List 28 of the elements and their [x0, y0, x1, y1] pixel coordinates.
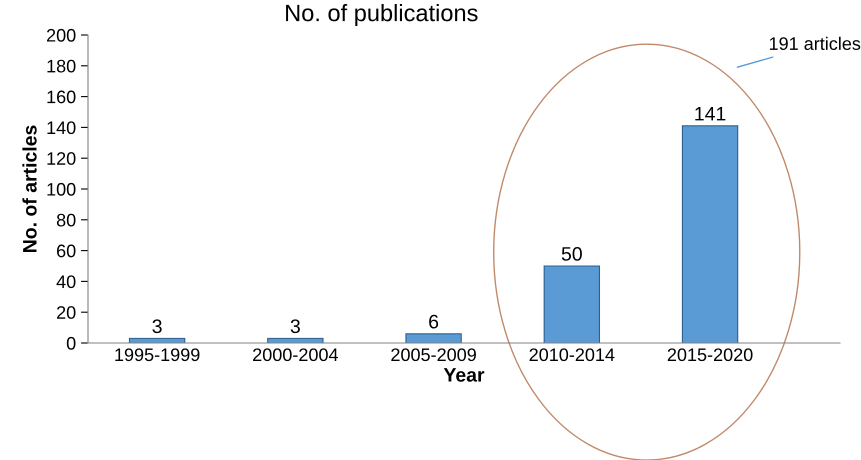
y-tick-label: 0 — [66, 336, 76, 350]
data-label: 6 — [429, 314, 438, 329]
y-tick-label: 20 — [57, 306, 76, 319]
x-tick-label: 2015-2020 — [668, 348, 753, 362]
data-label: 141 — [695, 107, 726, 120]
x-tick-label: 1995-1999 — [115, 348, 200, 362]
x-axis-title: Year — [444, 368, 484, 382]
y-axis-title: No. of articles — [22, 126, 37, 252]
chart-title: No. of publications — [286, 4, 478, 26]
bar — [405, 333, 462, 343]
data-label: 3 — [290, 319, 300, 334]
y-tick-label: 120 — [47, 152, 76, 165]
y-tick-label: 80 — [56, 214, 76, 227]
bar — [544, 265, 600, 343]
y-tick-label: 200 — [46, 28, 76, 42]
x-tick-label: 2010-2014 — [530, 348, 614, 362]
y-tick-label: 100 — [47, 182, 76, 196]
y-tick-label: 180 — [47, 60, 76, 73]
data-label: 3 — [152, 319, 162, 334]
y-tick-label: 140 — [47, 121, 76, 134]
annotation: 191 articles — [770, 36, 860, 50]
bar — [682, 125, 738, 343]
x-tick-label: 2000-2004 — [253, 348, 338, 362]
x-tick-label: 2005-2009 — [391, 348, 476, 362]
y-tick-label: 40 — [56, 275, 76, 288]
data-label: 50 — [562, 247, 582, 261]
y-tick-label: 160 — [47, 90, 76, 104]
y-tick-label: 60 — [57, 244, 76, 258]
